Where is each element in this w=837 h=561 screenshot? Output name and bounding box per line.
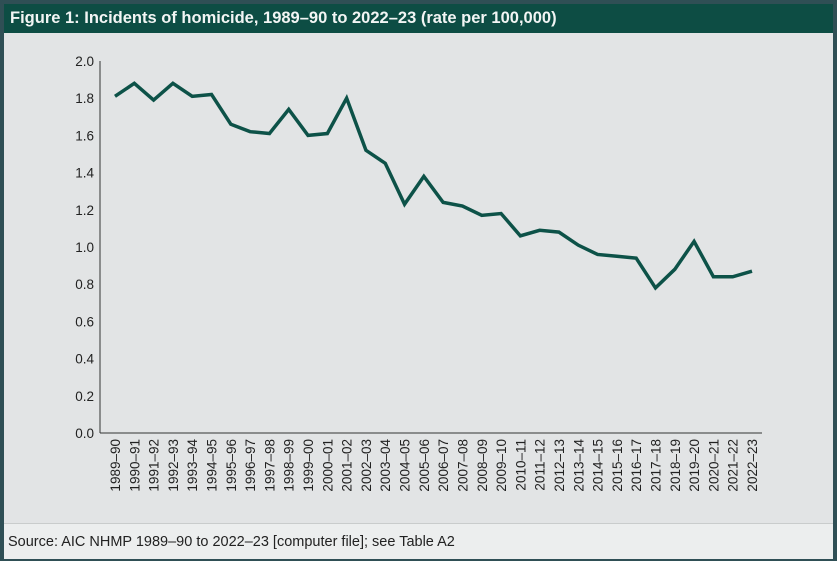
figure-frame: Figure 1: Incidents of homicide, 1989–90…: [4, 4, 833, 559]
series-line: [114, 81, 753, 291]
x-tick-label: 2004–05: [398, 439, 413, 492]
x-tick-label: 2019–20: [687, 439, 702, 492]
x-tick-label: 2013–14: [571, 439, 586, 492]
x-tick-label: 2002–03: [359, 439, 374, 492]
x-tick-label: 2010–11: [513, 439, 528, 491]
y-tick-label: 0.8: [75, 277, 94, 292]
x-tick-label: 2014–15: [591, 439, 606, 492]
x-tick-label: 2017–18: [648, 439, 663, 492]
x-tick-label: 1991–92: [147, 439, 162, 492]
line-chart: 0.0 0.2 0.4 0.6 0.8 1.0 1.2 1.4 1.6 1.8 2.0 1989–90…: [75, 54, 762, 492]
x-tick-label: 1996–97: [243, 439, 258, 492]
x-tick-label: 2009–10: [494, 439, 509, 492]
x-tick-label: 2021–22: [726, 439, 741, 492]
x-tick-label: 1990–91: [127, 439, 142, 492]
x-tick-label: 2020–21: [706, 439, 721, 492]
x-tick-label: 2012–13: [552, 439, 567, 492]
x-tick-label: 1995–96: [224, 439, 239, 492]
x-tick-label: 2000–01: [320, 439, 335, 492]
x-tick-label: 1993–94: [185, 439, 200, 492]
y-tick-label: 2.0: [75, 54, 94, 69]
x-tick-label: 2018–19: [668, 439, 683, 492]
chart-title: Figure 1: Incidents of homicide, 1989–90…: [4, 4, 833, 33]
y-tick-label: 0.2: [75, 389, 94, 404]
x-tick-label: 1998–99: [282, 439, 297, 492]
y-tick-label: 1.0: [75, 240, 94, 255]
x-tick-label: 2022–23: [745, 439, 760, 492]
x-tick-label: 1999–00: [301, 439, 316, 492]
x-tick-label: 2007–08: [455, 439, 470, 492]
y-tick-label: 0.0: [75, 426, 94, 441]
x-tick-label: 1994–95: [205, 439, 220, 492]
y-tick-label: 1.8: [75, 91, 94, 106]
x-tick-label: 2006–07: [436, 439, 451, 492]
chart-source: Source: AIC NHMP 1989–90 to 2022–23 [com…: [4, 523, 833, 559]
y-tick-label: 0.6: [75, 314, 94, 329]
y-tick-label: 1.4: [75, 166, 94, 181]
x-tick-label: 2001–02: [340, 439, 355, 492]
x-tick-label: 1989–90: [108, 439, 123, 492]
x-tick-label: 1992–93: [166, 439, 181, 492]
x-tick-label: 2016–17: [629, 439, 644, 492]
y-tick-label: 1.6: [75, 128, 94, 143]
x-tick-label: 2011–12: [533, 439, 548, 491]
y-tick-label: 1.2: [75, 203, 94, 218]
y-tick-label: 0.4: [75, 352, 94, 367]
x-tick-label: 2008–09: [475, 439, 490, 492]
x-tick-label: 1997–98: [262, 439, 277, 492]
x-tick-label: 2015–16: [610, 439, 625, 492]
x-tick-label: 2003–04: [378, 439, 393, 492]
x-tick-label: 2005–06: [417, 439, 432, 492]
